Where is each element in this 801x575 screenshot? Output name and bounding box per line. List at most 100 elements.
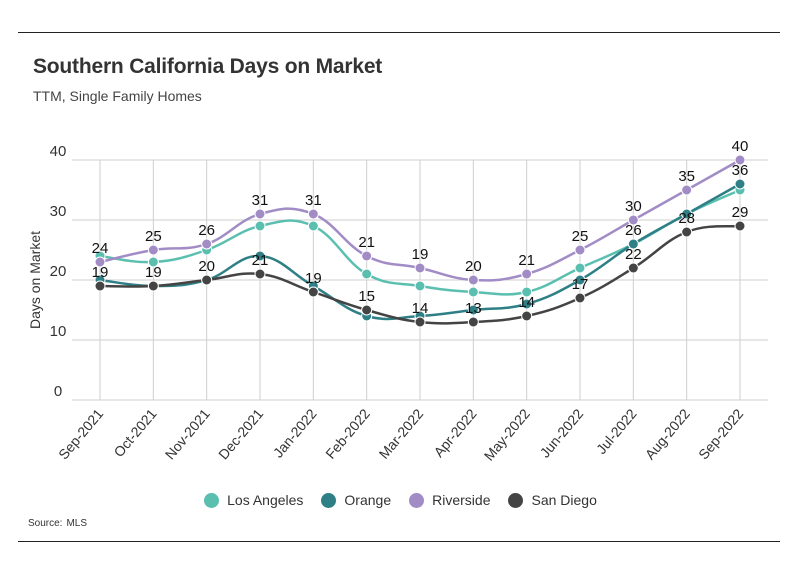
legend-item: Riverside bbox=[409, 492, 490, 508]
data-point-san-diego bbox=[94, 280, 106, 292]
data-label-orange: 36 bbox=[732, 162, 749, 179]
x-tick-label: Dec-2021 bbox=[215, 405, 266, 462]
legend-item: San Diego bbox=[508, 492, 597, 508]
data-label-riverside: 25 bbox=[572, 228, 589, 245]
data-label-riverside: 31 bbox=[305, 192, 322, 209]
data-label-san-diego: 14 bbox=[518, 294, 535, 311]
data-point-los-angeles bbox=[147, 256, 159, 268]
data-labels: 24 25 26 31 31 21 19 20 21 25 30 35 40 19 19 20 21 19 15 14… bbox=[92, 138, 749, 317]
legend-label: San Diego bbox=[531, 492, 597, 508]
x-tick-label: Mar-2022 bbox=[376, 405, 427, 461]
x-tick-label: May-2022 bbox=[481, 405, 533, 463]
data-point-riverside bbox=[627, 214, 639, 226]
data-label-san-diego: 19 bbox=[145, 264, 162, 281]
data-point-san-diego bbox=[681, 226, 693, 238]
data-point-riverside bbox=[574, 244, 586, 256]
data-label-riverside: 21 bbox=[358, 234, 375, 251]
data-point-los-angeles bbox=[307, 220, 319, 232]
data-point-san-diego bbox=[521, 310, 533, 322]
data-point-los-angeles bbox=[361, 268, 373, 280]
data-point-san-diego bbox=[307, 286, 319, 298]
y-axis-label: Days on Market bbox=[27, 231, 43, 329]
data-point-san-diego bbox=[254, 268, 266, 280]
series-group bbox=[94, 154, 746, 328]
data-point-riverside bbox=[361, 250, 373, 262]
x-tick-label: Oct-2021 bbox=[110, 405, 159, 460]
source-value: MLS bbox=[66, 518, 88, 529]
x-tick-label: Sep-2021 bbox=[55, 405, 106, 462]
data-point-riverside bbox=[467, 274, 479, 286]
data-point-san-diego bbox=[467, 316, 479, 328]
data-point-orange bbox=[521, 298, 533, 310]
source-label: Source: bbox=[28, 518, 63, 529]
data-point-orange bbox=[254, 250, 266, 262]
data-label-riverside: 26 bbox=[198, 222, 215, 239]
data-label-san-diego: 22 bbox=[625, 246, 642, 263]
data-point-san-diego bbox=[361, 304, 373, 316]
legend-swatch bbox=[204, 492, 220, 508]
data-label-riverside: 19 bbox=[412, 246, 429, 263]
legend-label: Riverside bbox=[432, 492, 491, 508]
y-tick-label: 0 bbox=[54, 383, 62, 400]
y-tick-label: 10 bbox=[50, 323, 67, 340]
data-label-riverside: 30 bbox=[625, 198, 642, 215]
data-point-riverside bbox=[521, 268, 533, 280]
data-label-riverside: 35 bbox=[678, 168, 695, 185]
data-point-los-angeles bbox=[521, 286, 533, 298]
data-point-los-angeles bbox=[414, 280, 426, 292]
data-point-riverside bbox=[147, 244, 159, 256]
y-axis-ticks: 0 10 20 30 40 bbox=[50, 143, 67, 400]
data-point-los-angeles bbox=[254, 220, 266, 232]
x-axis-ticks: Sep-2021 Oct-2021 Nov-2021 Dec-2021 Jan-2022… bbox=[55, 405, 746, 463]
chart-title: Southern California Days on Market bbox=[33, 55, 383, 78]
data-label-riverside: 21 bbox=[518, 252, 535, 269]
data-label-san-diego: 28 bbox=[678, 210, 695, 227]
legend-label: Los Angeles bbox=[227, 492, 304, 508]
data-point-san-diego bbox=[574, 292, 586, 304]
bottom-rule bbox=[18, 541, 780, 542]
data-label-san-diego: 17 bbox=[572, 276, 589, 293]
legend-swatch bbox=[321, 492, 337, 508]
top-rule bbox=[18, 32, 780, 33]
data-point-san-diego bbox=[201, 274, 213, 286]
y-tick-label: 40 bbox=[50, 143, 67, 160]
data-label-san-diego: 21 bbox=[252, 252, 269, 269]
data-label-riverside: 24 bbox=[92, 240, 109, 257]
data-label-riverside: 20 bbox=[465, 258, 482, 275]
y-tick-label: 20 bbox=[50, 263, 67, 280]
data-label-riverside: 31 bbox=[252, 192, 269, 209]
data-label-orange: 26 bbox=[625, 222, 642, 239]
data-point-san-diego bbox=[147, 280, 159, 292]
gridlines bbox=[72, 159, 768, 401]
x-tick-label: Nov-2021 bbox=[162, 405, 213, 462]
x-tick-label: Aug-2022 bbox=[642, 405, 693, 462]
data-label-riverside: 25 bbox=[145, 228, 162, 245]
x-tick-label: Jun-2022 bbox=[537, 405, 587, 460]
data-point-orange bbox=[574, 274, 586, 286]
data-point-orange bbox=[734, 178, 746, 190]
data-label-san-diego: 19 bbox=[305, 270, 322, 287]
x-tick-label: Sep-2022 bbox=[695, 405, 746, 462]
legend: Los Angeles Orange Riverside San Diego bbox=[0, 492, 801, 508]
data-point-riverside bbox=[414, 262, 426, 274]
source-note: Source: MLS bbox=[28, 518, 91, 529]
data-point-orange bbox=[627, 238, 639, 250]
data-point-riverside bbox=[307, 208, 319, 220]
legend-swatch bbox=[409, 492, 425, 508]
data-point-san-diego bbox=[734, 220, 746, 232]
data-point-los-angeles bbox=[467, 286, 479, 298]
x-tick-label: Jul-2022 bbox=[593, 405, 640, 457]
data-label-san-diego: 14 bbox=[412, 300, 429, 317]
x-tick-label: Apr-2022 bbox=[430, 405, 479, 460]
data-point-riverside bbox=[254, 208, 266, 220]
data-point-riverside bbox=[681, 184, 693, 196]
x-tick-label: Feb-2022 bbox=[322, 405, 373, 461]
legend-item: Los Angeles bbox=[204, 492, 303, 508]
data-point-orange bbox=[681, 208, 693, 220]
data-point-riverside bbox=[94, 256, 106, 268]
legend-item: Orange bbox=[321, 492, 391, 508]
chart-subtitle: TTM, Single Family Homes bbox=[33, 88, 202, 104]
data-point-los-angeles bbox=[574, 262, 586, 274]
data-label-san-diego: 20 bbox=[198, 258, 215, 275]
